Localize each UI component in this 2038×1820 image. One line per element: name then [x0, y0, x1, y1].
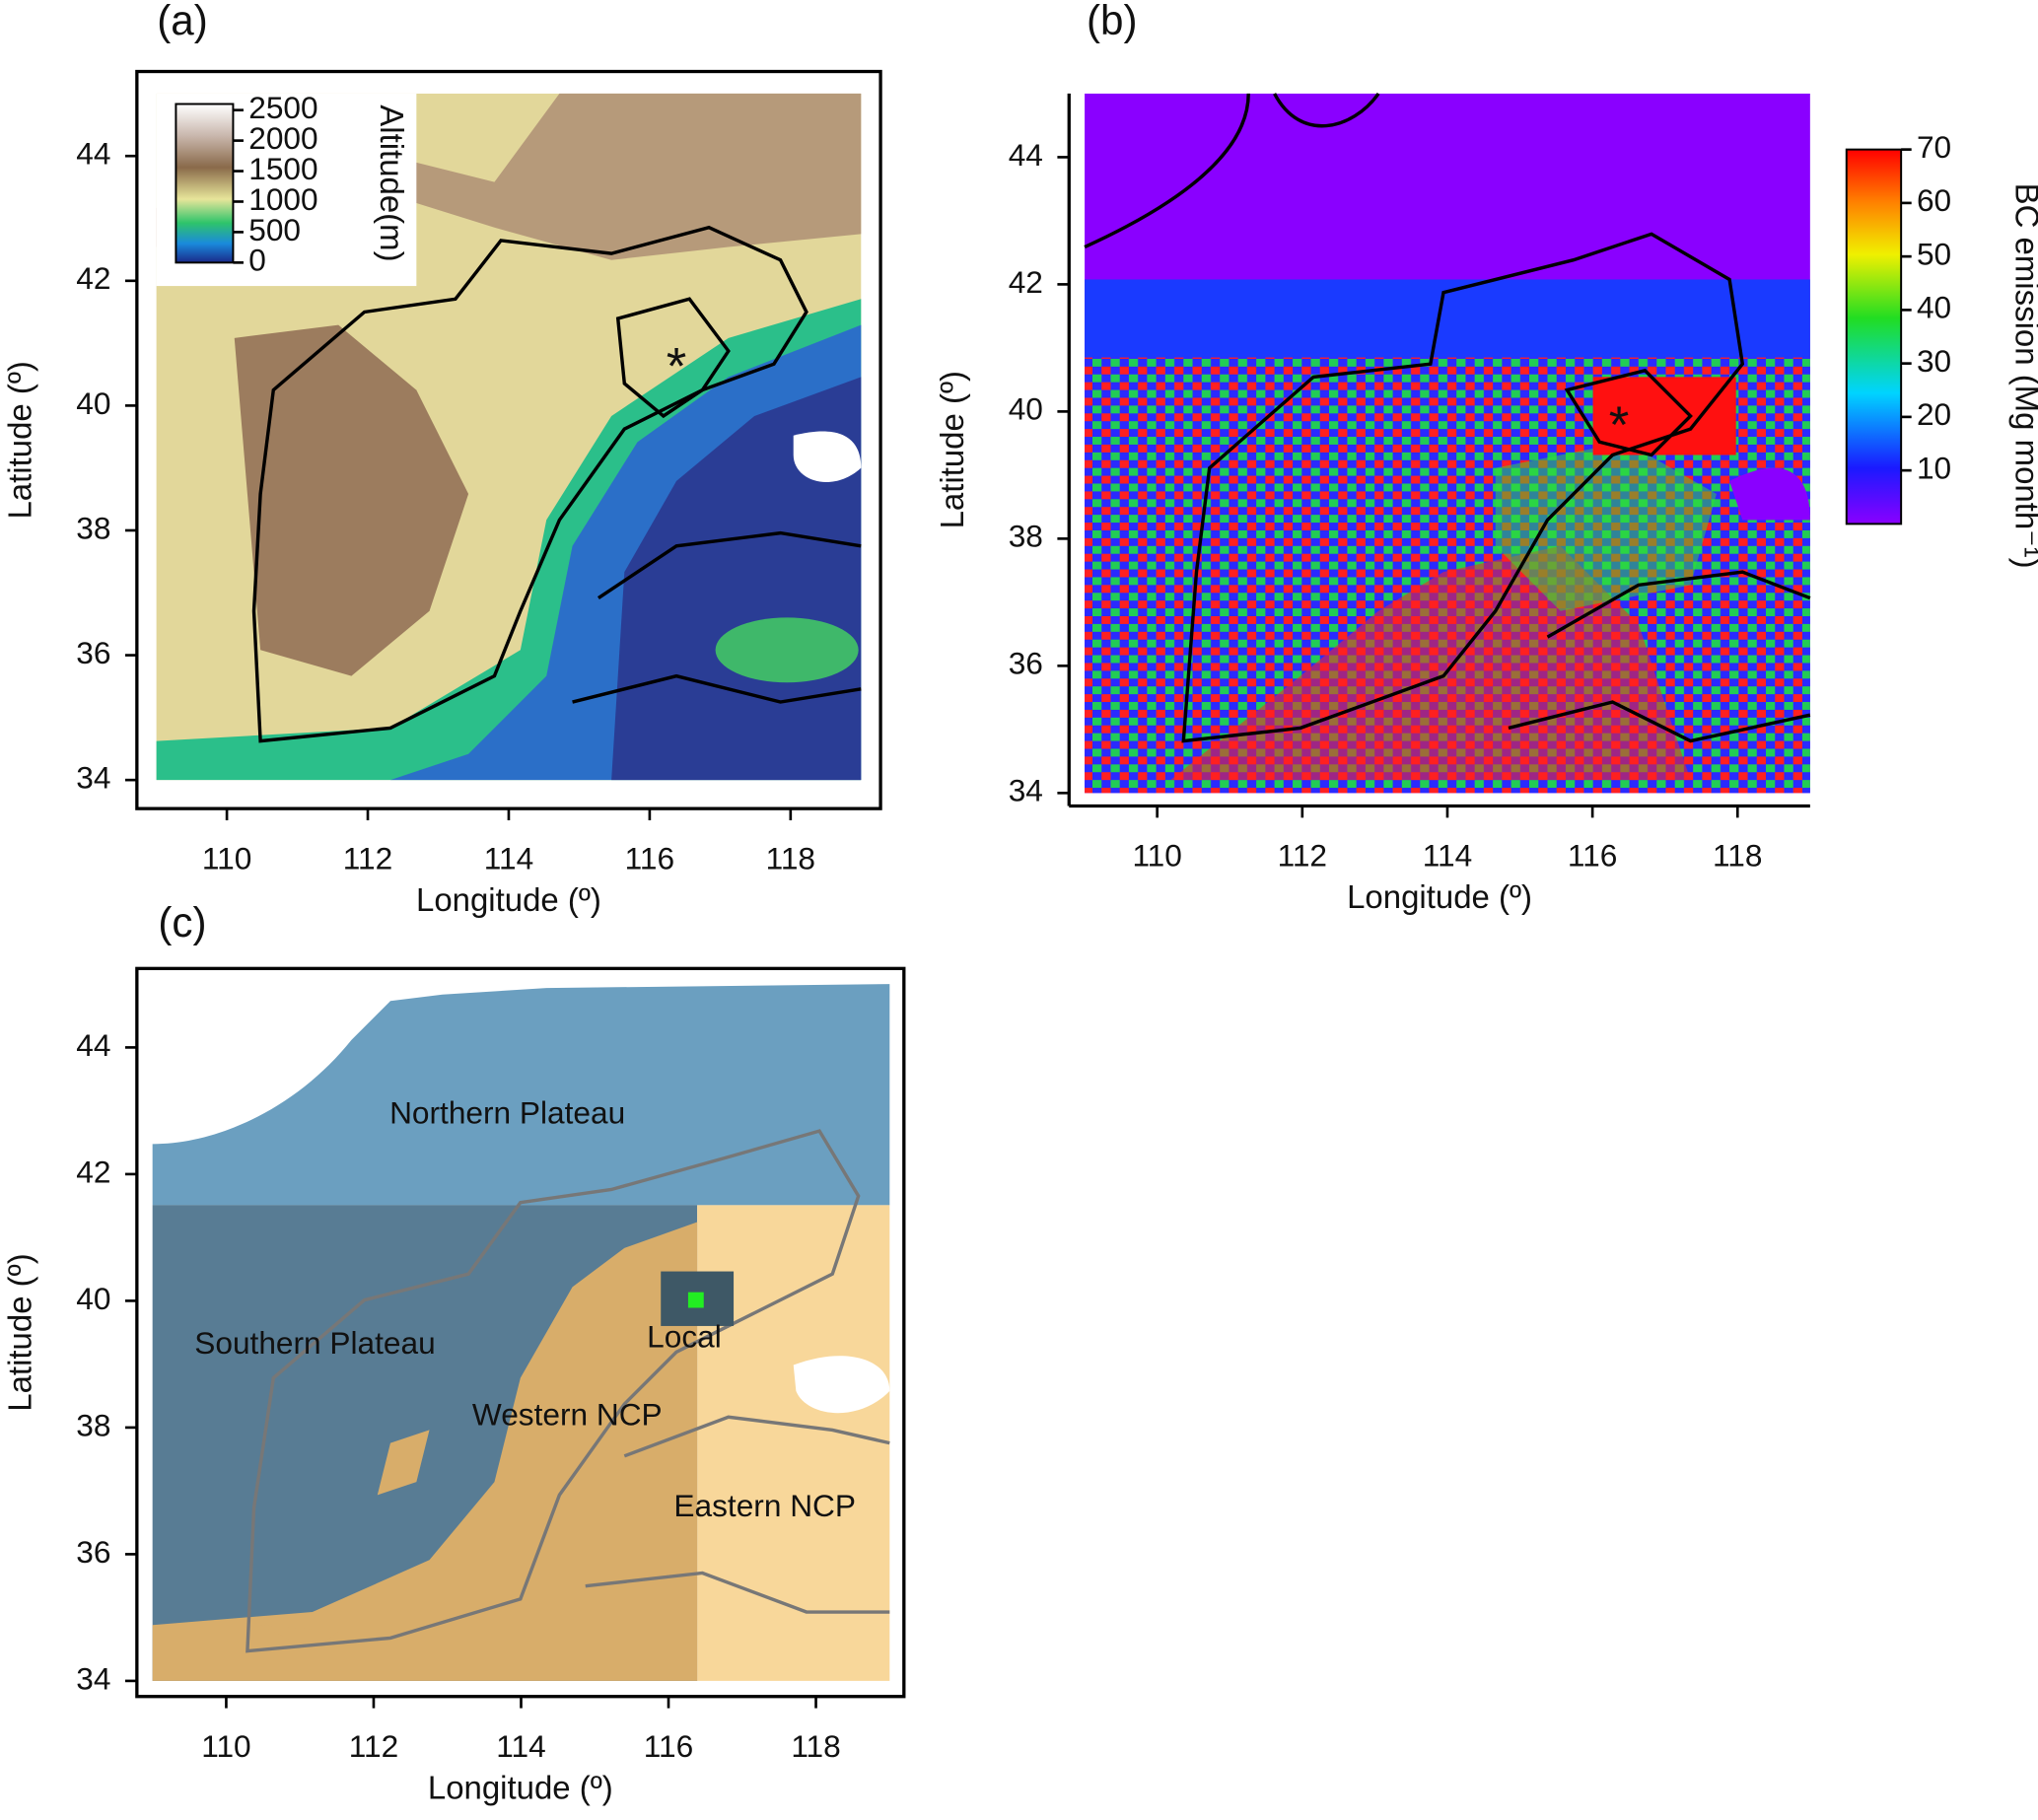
x-tick-label: 110 [1132, 838, 1181, 874]
x-tick-label: 116 [644, 1728, 693, 1764]
colorbar-tick-label: 0 [248, 243, 266, 278]
region-label: Southern Plateau [194, 1325, 435, 1361]
y-tick-label: 34 [76, 760, 110, 796]
x-tick-label: 116 [1568, 838, 1617, 874]
y-tick-label: 42 [76, 1154, 110, 1189]
colorbar-tick-label: 50 [1917, 236, 1951, 271]
y-tick-label: 42 [1009, 264, 1043, 300]
x-tick-label: 112 [1278, 838, 1327, 874]
y-tick-label: 44 [76, 1027, 110, 1063]
panel-label: (a) [157, 0, 208, 43]
x-tick-label: 116 [625, 840, 674, 875]
x-tick-label: 110 [202, 840, 251, 875]
site-marker [687, 1292, 704, 1308]
emission-colorbar [1845, 148, 1903, 525]
colorbar-tick-label: 1000 [248, 181, 317, 217]
region-label: Western NCP [472, 1397, 663, 1433]
x-tick-label: 114 [1423, 838, 1472, 874]
emission-map: * [1084, 92, 1903, 794]
y-tick-label: 34 [76, 1660, 110, 1696]
panel-label: (b) [1087, 0, 1138, 43]
colorbar-title: Altitude(m) [374, 105, 410, 261]
y-tick-label: 36 [76, 635, 110, 670]
x-tick-label: 114 [484, 840, 533, 875]
region-map: Northern Plateau Southern Plateau Wester… [152, 984, 890, 1681]
y-tick-label: 40 [76, 1281, 110, 1316]
site-marker: * [1609, 396, 1630, 455]
y-tick-label: 44 [76, 136, 110, 172]
x-tick-label: 118 [766, 840, 815, 875]
region-label: Local [647, 1318, 722, 1354]
x-axis-title: Longitude (º) [1347, 878, 1532, 915]
x-axis-title: Longitude (º) [416, 881, 601, 918]
x-axis-title: Longitude (º) [428, 1769, 613, 1805]
y-axis-title: Latitude (º) [2, 1253, 38, 1411]
y-tick-label: 36 [1009, 646, 1043, 681]
region-label: Northern Plateau [389, 1095, 625, 1131]
colorbar-tick-label: 1500 [248, 151, 317, 186]
colorbar-tick-label: 10 [1917, 450, 1951, 485]
y-axis-title: Latitude (º) [2, 361, 38, 519]
y-tick-label: 38 [76, 510, 110, 545]
colorbar-tick-label: 30 [1917, 343, 1951, 379]
colorbar-tick-label: 500 [248, 212, 301, 247]
x-tick-label: 118 [791, 1728, 840, 1764]
colorbar-tick-label: 60 [1917, 182, 1951, 218]
altitude-colorbar [175, 103, 235, 264]
colorbar-title: BC emission (Mg month⁻¹) [2009, 183, 2038, 569]
site-marker: * [667, 338, 687, 396]
panel-label: (c) [158, 899, 206, 945]
x-tick-label: 114 [496, 1728, 545, 1764]
x-tick-label: 112 [349, 1728, 398, 1764]
colorbar-tick-label: 20 [1917, 396, 1951, 432]
x-tick-label: 118 [1713, 838, 1762, 874]
y-tick-label: 40 [76, 385, 110, 421]
y-tick-label: 38 [76, 1407, 110, 1442]
region-label: Eastern NCP [673, 1488, 856, 1523]
y-tick-label: 40 [1009, 391, 1043, 427]
y-tick-label: 44 [1009, 137, 1043, 173]
colorbar-tick-label: 70 [1917, 129, 1951, 165]
altitude-map: * [156, 93, 862, 781]
colorbar-tick-label: 40 [1917, 290, 1951, 325]
x-tick-label: 112 [343, 840, 392, 875]
y-tick-label: 36 [76, 1534, 110, 1570]
colorbar-tick-label: 2500 [248, 90, 317, 125]
x-tick-label: 110 [201, 1728, 250, 1764]
colorbar-tick-label: 2000 [248, 120, 317, 156]
y-axis-title: Latitude (º) [934, 371, 970, 528]
y-tick-label: 38 [1009, 519, 1043, 554]
y-tick-label: 34 [1009, 773, 1043, 808]
y-tick-label: 42 [76, 260, 110, 296]
